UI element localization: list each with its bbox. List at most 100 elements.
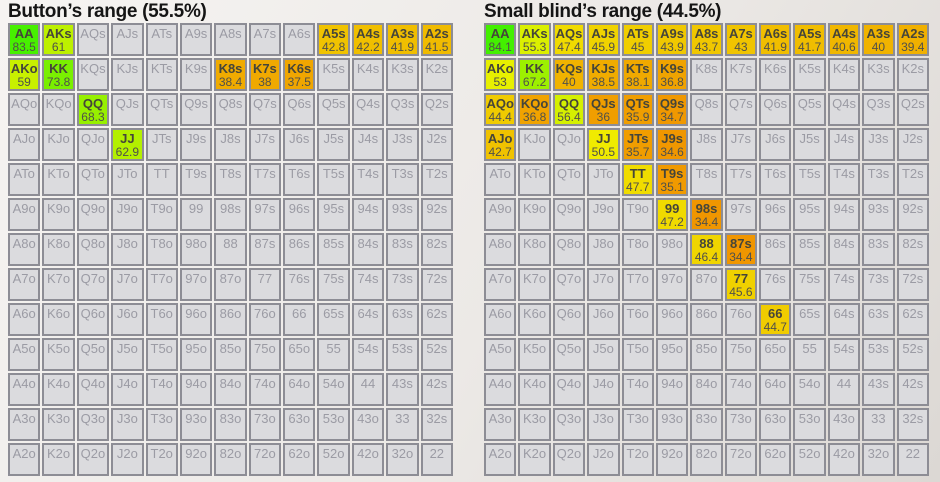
hand-label: AKs [45, 26, 72, 41]
hand-cell-77: 77 [248, 268, 282, 301]
hand-label: J7o [116, 271, 138, 286]
hand-label: QTs [150, 96, 174, 111]
hand-label: J7o [592, 271, 614, 286]
hand-cell-K9o: K9o [518, 198, 551, 231]
hand-cell-T7o: T7o [145, 268, 178, 301]
hand-label: KJo [47, 131, 70, 146]
small-blind-range-panel: Small blind’s range (44.5%) AA 84.1 AKs 55.… [484, 1, 929, 476]
hand-cell-32s: 32s [420, 408, 453, 441]
hand-cell-AA: AA 84.1 [484, 23, 517, 56]
hand-cell-85s: 85s [793, 233, 826, 266]
hand-equity-value: 38.4 [218, 75, 243, 89]
hand-cell-44: 44 [351, 373, 385, 406]
hand-cell-85o: 85o [690, 338, 723, 371]
hand-cell-KTs: KTs [145, 58, 178, 91]
hand-label: T9o [626, 201, 649, 216]
hand-cell-85s: 85s [317, 233, 350, 266]
hand-label: 64s [357, 306, 379, 321]
hand-cell-K4o: K4o [518, 373, 551, 406]
hand-cell-52s: 52s [420, 338, 453, 371]
hand-cell-AJs: AJs 45.9 [587, 23, 620, 56]
hand-label: QTo [81, 166, 105, 181]
hand-cell-J3s: J3s [862, 128, 895, 161]
hand-label: 92s [902, 201, 924, 216]
hand-label: 85s [323, 236, 345, 251]
hand-cell-K3s: K3s [862, 58, 895, 91]
hand-label: 93s [867, 201, 889, 216]
hand-equity-value: 34.4 [729, 250, 753, 264]
hand-label: 72o [254, 446, 276, 461]
hand-cell-Q9s: Q9s [179, 93, 213, 126]
hand-label: T3s [867, 166, 890, 181]
hand-label: Q4s [832, 96, 856, 111]
hand-label: 42s [902, 376, 924, 391]
hand-equity-value: 68.3 [81, 110, 105, 124]
hand-cell-63s: 63s [862, 303, 895, 336]
hand-label: JTo [593, 166, 614, 181]
hand-cell-75s: 75s [793, 268, 826, 301]
hand-label: K8s [695, 61, 718, 76]
hand-label: A8s [694, 26, 719, 41]
hand-cell-95s: 95s [317, 198, 350, 231]
hand-label: QJo [557, 131, 581, 146]
hand-cell-73o: 73o [724, 408, 758, 441]
hand-cell-44: 44 [827, 373, 861, 406]
hand-cell-K4s: K4s [827, 58, 861, 91]
hand-cell-88: 88 [214, 233, 247, 266]
hand-label: 75o [254, 341, 276, 356]
hand-label: T9s [660, 166, 684, 181]
hand-cell-KJo: KJo [42, 128, 75, 161]
hand-label: T3o [626, 411, 649, 426]
hand-label: T8o [626, 236, 649, 251]
hand-label: TT [153, 166, 170, 181]
hand-cell-A9o: A9o [484, 198, 517, 231]
hand-cell-A6s: A6s 41.9 [759, 23, 792, 56]
hand-label: 84o [695, 376, 718, 391]
hand-cell-94o: 94o [655, 373, 689, 406]
hand-label: Q6o [556, 306, 582, 321]
hand-equity-value: 41.7 [797, 40, 822, 54]
hand-label: K5s [798, 61, 821, 76]
hand-label: 62s [426, 306, 448, 321]
hand-cell-93o: 93o [655, 408, 689, 441]
hand-cell-J6s: J6s [283, 128, 316, 161]
hand-cell-98s: 98s 34.4 [690, 198, 723, 231]
hand-cell-62s: 62s [896, 303, 929, 336]
hand-equity-value: 59 [17, 75, 31, 89]
hand-label: Q6s [287, 96, 312, 111]
hand-label: J9s [661, 131, 683, 146]
hand-equity-value: 35.7 [626, 145, 650, 159]
hand-cell-A5s: A5s 42.8 [317, 23, 350, 56]
hand-cell-62o: 62o [759, 443, 792, 476]
hand-label: Q7o [556, 271, 582, 286]
hand-cell-A2s: A2s 41.5 [420, 23, 453, 56]
hand-cell-96s: 96s [759, 198, 792, 231]
hand-label: 53s [391, 341, 413, 356]
hand-cell-QTs: QTs 35.9 [621, 93, 654, 126]
hand-label: Q8s [694, 96, 719, 111]
hand-cell-TT: TT [145, 163, 178, 196]
hand-label: KK [49, 61, 68, 76]
hand-label: J9o [116, 201, 138, 216]
hand-cell-JTo: JTo [587, 163, 620, 196]
hand-label: K9o [523, 201, 547, 216]
hand-cell-A4o: A4o [484, 373, 517, 406]
hand-cell-33: 33 [386, 408, 419, 441]
hand-label: 44 [360, 376, 376, 391]
hand-cell-K3o: K3o [42, 408, 75, 441]
hand-label: T7s [730, 166, 752, 181]
hand-cell-K2o: K2o [518, 443, 551, 476]
hand-label: 62s [902, 306, 924, 321]
hand-cell-93s: 93s [862, 198, 895, 231]
hand-label: 32s [902, 411, 924, 426]
hand-cell-K6o: K6o [42, 303, 75, 336]
hand-cell-KQo: KQo [42, 93, 75, 126]
hand-label: K7s [252, 61, 277, 76]
hand-cell-Q9o: Q9o [552, 198, 586, 231]
hand-cell-J2s: J2s [420, 128, 453, 161]
hand-cell-95o: 95o [179, 338, 213, 371]
hand-label: A6s [288, 26, 311, 41]
hand-label: K8s [218, 61, 243, 76]
hand-label: J9s [185, 131, 207, 146]
hand-cell-KK: KK 67.2 [518, 58, 551, 91]
